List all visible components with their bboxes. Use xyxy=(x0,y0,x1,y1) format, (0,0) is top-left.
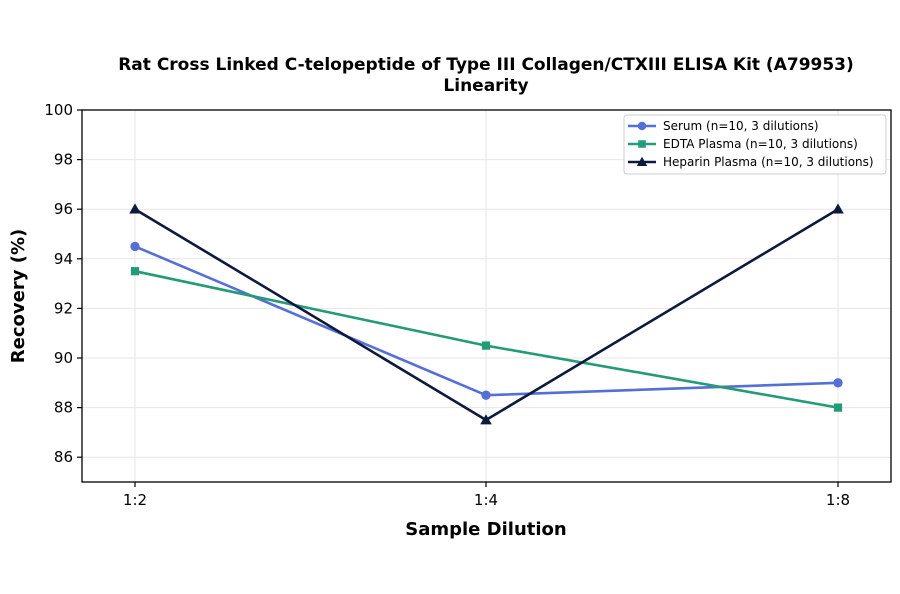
y-axis-label: Recovery (%) xyxy=(8,229,29,363)
data-point xyxy=(481,390,491,400)
legend-box xyxy=(623,114,887,175)
x-axis-label: Sample Dilution xyxy=(405,519,566,540)
legend-item: Heparin Plasma (n=10, 3 dilutions) xyxy=(628,155,874,169)
legend-swatch-marker xyxy=(638,140,646,148)
y-tick-label: 98 xyxy=(54,151,73,169)
x-tick-label: 1:4 xyxy=(474,491,498,509)
series-2 xyxy=(130,267,843,412)
chart-title: Rat Cross Linked C-telopeptide of Type I… xyxy=(118,55,854,75)
series-layer xyxy=(129,203,844,425)
y-tick-label: 90 xyxy=(54,349,73,367)
y-tick-label: 86 xyxy=(54,448,73,466)
y-tick-label: 88 xyxy=(54,399,73,417)
legend-item: Serum (n=10, 3 dilutions) xyxy=(628,119,819,133)
chart-subtitle: Linearity xyxy=(443,76,528,96)
x-tick-label: 1:2 xyxy=(123,491,147,509)
data-point xyxy=(130,267,140,276)
legend: Serum (n=10, 3 dilutions) EDTA Plasma (n=… xyxy=(623,114,887,175)
legend-label: EDTA Plasma (n=10, 3 dilutions) xyxy=(663,137,858,151)
series-3 xyxy=(129,203,844,425)
legend-swatch-marker xyxy=(636,156,648,166)
data-point xyxy=(129,203,141,214)
x-tick-label: 1:8 xyxy=(826,491,850,509)
data-point xyxy=(833,378,843,388)
legend-label: Heparin Plasma (n=10, 3 dilutions) xyxy=(663,155,874,169)
data-point xyxy=(480,414,492,425)
data-point xyxy=(833,403,843,412)
legend-item: EDTA Plasma (n=10, 3 dilutions) xyxy=(628,137,858,151)
data-point xyxy=(832,203,844,214)
y-axis-ticks: 86 88 90 92 94 96 98 100 xyxy=(44,101,82,466)
y-tick-label: 92 xyxy=(54,299,73,317)
legend-label: Serum (n=10, 3 dilutions) xyxy=(663,119,819,133)
data-point xyxy=(130,241,140,252)
y-tick-label: 96 xyxy=(54,200,73,218)
legend-swatch-marker xyxy=(637,121,647,131)
y-tick-label: 100 xyxy=(44,101,73,119)
data-point xyxy=(481,341,491,350)
y-tick-label: 94 xyxy=(54,250,73,268)
x-axis-ticks: 1:2 1:4 1:8 xyxy=(123,482,850,509)
